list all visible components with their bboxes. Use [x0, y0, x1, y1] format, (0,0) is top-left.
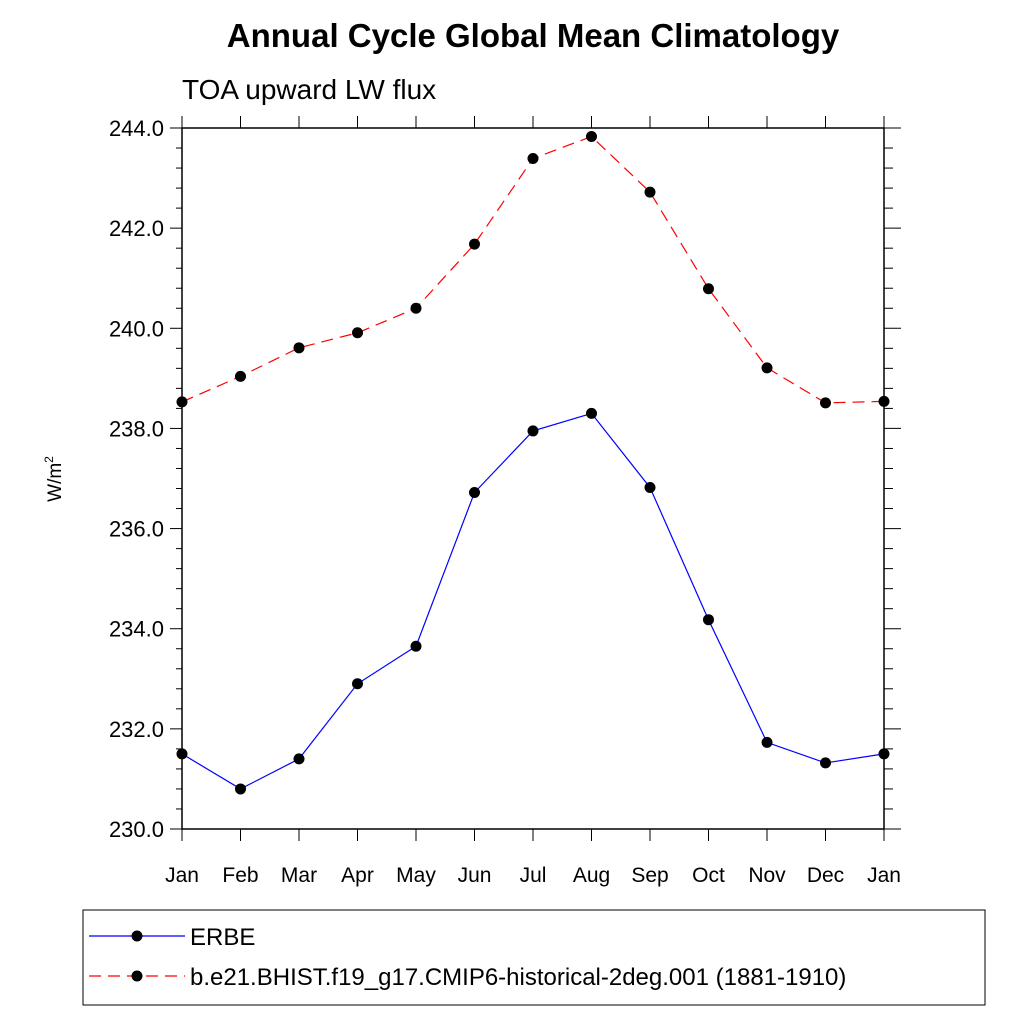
- data-point: [586, 131, 597, 143]
- data-point: [352, 327, 363, 339]
- legend-item-model: b.e21.BHIST.f19_g17.CMIP6-historical-2de…: [89, 964, 846, 991]
- data-point: [644, 482, 656, 494]
- y-tick-label: 230.0: [109, 817, 164, 842]
- y-tick-labels: 230.0 232.0 234.0 236.0 238.0 240.0 242.0 244.0: [109, 116, 164, 842]
- data-point: [527, 425, 539, 437]
- svg-text:W/m2: W/m2: [42, 456, 66, 502]
- x-tick-label: Dec: [807, 864, 844, 887]
- data-point: [644, 186, 656, 198]
- data-point: [761, 736, 773, 748]
- chart-subtitle: TOA upward LW flux: [182, 74, 436, 105]
- y-tick-label: 234.0: [109, 617, 164, 642]
- x-tick-label: Jan: [867, 864, 901, 887]
- legend-label-model: b.e21.BHIST.f19_g17.CMIP6-historical-2de…: [190, 964, 846, 991]
- data-point: [878, 395, 890, 407]
- series-markers: [176, 131, 890, 795]
- data-point: [410, 302, 422, 314]
- legend: ERBE b.e21.BHIST.f19_g17.CMIP6-historica…: [82, 909, 986, 1006]
- data-point: [469, 487, 480, 499]
- x-tick-label: Jan: [165, 864, 199, 887]
- x-tick-label: Nov: [748, 864, 786, 887]
- data-point: [878, 748, 890, 760]
- x-tick-label: Sep: [631, 864, 668, 887]
- plot-frame: [181, 127, 885, 830]
- y-tick-label: 238.0: [109, 416, 164, 441]
- series-line-0: [181, 412, 885, 790]
- data-point: [820, 757, 831, 769]
- x-tick-label: May: [396, 864, 436, 887]
- x-tick-label: Oct: [692, 864, 725, 887]
- y-axis-label-text: W/m: [45, 463, 66, 502]
- series-line-1: [181, 135, 885, 404]
- chart-title: Annual Cycle Global Mean Climatology: [227, 17, 840, 54]
- legend-marker-erbe: [131, 930, 143, 942]
- data-point: [703, 614, 714, 626]
- data-point: [235, 783, 246, 795]
- x-tick-label: Jun: [458, 864, 492, 887]
- major-ticks: [170, 116, 901, 841]
- y-tick-label: 244.0: [109, 116, 164, 141]
- data-point: [235, 370, 246, 382]
- data-point: [293, 342, 305, 354]
- data-point: [703, 283, 714, 295]
- x-tick-label: Jul: [520, 864, 547, 887]
- data-point: [527, 153, 539, 165]
- data-point: [410, 640, 422, 652]
- legend-item-erbe: ERBE: [89, 924, 255, 951]
- x-tick-label: Aug: [573, 864, 610, 887]
- y-tick-label: 232.0: [109, 717, 164, 742]
- x-tick-label: Feb: [222, 864, 258, 887]
- y-tick-label: 236.0: [109, 517, 164, 542]
- y-axis-label: W/m2: [42, 456, 66, 502]
- x-tick-label: Mar: [281, 864, 317, 887]
- y-tick-label: 242.0: [109, 216, 164, 241]
- data-point: [586, 407, 597, 419]
- data-point: [176, 396, 188, 408]
- data-point: [352, 678, 363, 690]
- x-tick-labels: Jan Feb Mar Apr May Jun Jul Aug Sep Oct Nov Dec Jan: [165, 864, 901, 887]
- legend-marker-model: [131, 970, 143, 982]
- legend-label-erbe: ERBE: [190, 924, 255, 951]
- y-tick-label: 240.0: [109, 316, 164, 341]
- data-point: [469, 238, 480, 250]
- x-tick-label: Apr: [341, 864, 374, 887]
- legend-box: [82, 909, 986, 1006]
- data-point: [293, 753, 305, 765]
- y-axis-label-superscript: 2: [42, 456, 56, 463]
- minor-ticks: [176, 147, 893, 810]
- data-point: [820, 397, 831, 409]
- series-lines: [181, 135, 885, 790]
- data-point: [761, 362, 773, 374]
- data-point: [176, 748, 188, 760]
